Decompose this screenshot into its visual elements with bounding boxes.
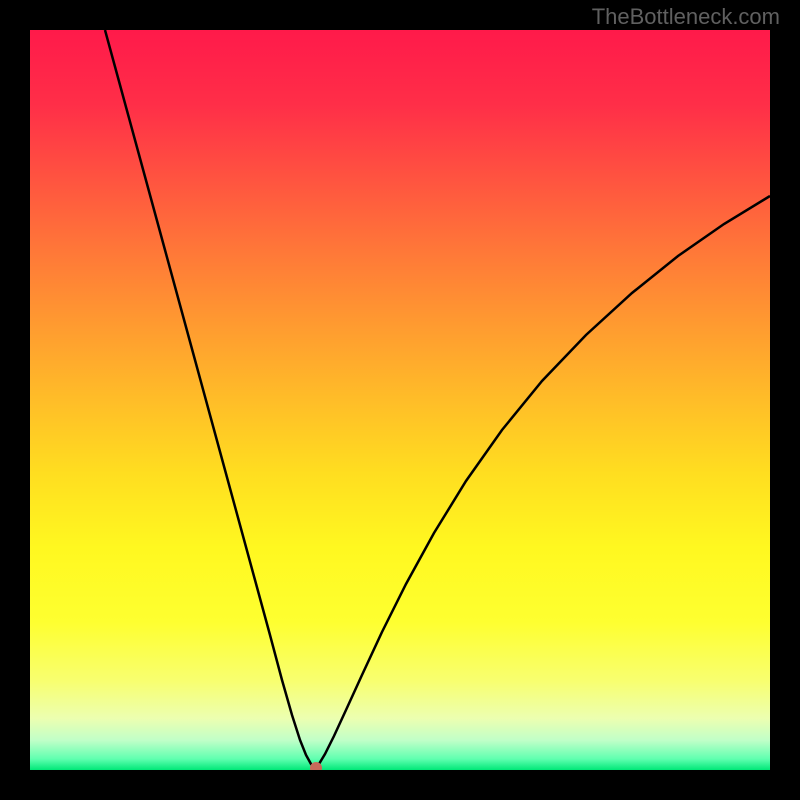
- bottleneck-curve: [105, 30, 770, 769]
- curve-layer: [30, 30, 770, 770]
- optimal-point-marker: [310, 762, 322, 770]
- plot-area: [30, 30, 770, 770]
- watermark-text: TheBottleneck.com: [592, 4, 780, 30]
